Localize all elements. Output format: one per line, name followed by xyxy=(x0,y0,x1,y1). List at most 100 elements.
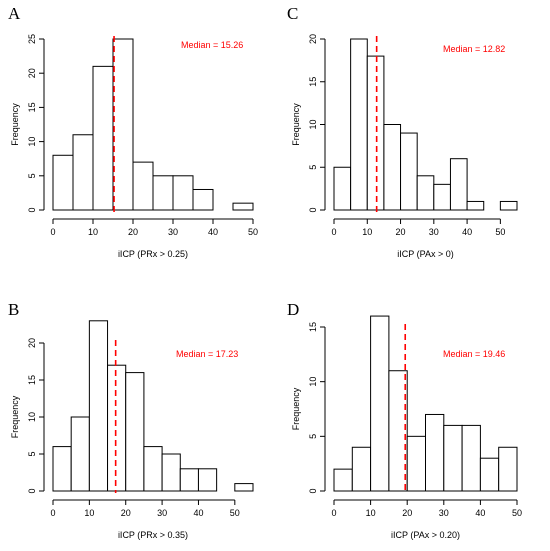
histogram-bar xyxy=(52,154,74,211)
x-tick-label: 40 xyxy=(208,227,218,237)
x-tick-label: 40 xyxy=(475,508,485,518)
x-axis-label: iICP (PAx > 0.20) xyxy=(391,530,460,540)
x-tick-label: 0 xyxy=(50,227,55,237)
x-tick-label: 50 xyxy=(230,508,240,518)
histogram-bar xyxy=(351,446,372,492)
x-tick-label: 10 xyxy=(366,508,376,518)
histogram-bar xyxy=(112,38,134,211)
histogram-bar xyxy=(416,175,435,211)
histogram-bar xyxy=(234,483,254,492)
x-tick-label: 50 xyxy=(248,227,258,237)
panel-a: 0 5 10 15 20 25 0 10 20 30 40 50 iICP (PRx > 0.25) Fr… xyxy=(10,34,258,259)
histogram-bar xyxy=(388,370,408,492)
panel-c: 0 5 10 15 20 0 10 20 30 40 50 iICP (PAx > 0) Frequen… xyxy=(291,34,518,259)
x-axis-label: iICP (PAx > 0) xyxy=(397,249,453,259)
histogram-bar xyxy=(443,424,463,492)
histogram-bar xyxy=(461,424,481,492)
x-axis-label: iICP (PRx > 0.25) xyxy=(118,249,188,259)
panel-letter-a: A xyxy=(8,4,21,23)
histogram-bar xyxy=(350,38,368,211)
x-tick-label: 40 xyxy=(193,508,203,518)
histogram-bar xyxy=(52,446,72,492)
y-tick-label: 5 xyxy=(27,451,37,456)
y-axis-label: Frequency xyxy=(291,387,301,430)
y-tick-label: 5 xyxy=(27,173,37,178)
histogram-bar xyxy=(370,315,390,492)
y-tick-label: 10 xyxy=(27,412,37,422)
panel-b: 0 5 10 15 20 0 10 20 30 40 50 iICP (PRx > 0.35) Freq… xyxy=(10,320,254,540)
histogram-bar xyxy=(88,320,109,492)
histogram-bar xyxy=(400,132,418,211)
histogram-bar xyxy=(499,200,518,211)
y-tick-label: 0 xyxy=(308,488,318,493)
y-tick-label: 15 xyxy=(308,322,318,332)
x-tick-label: 20 xyxy=(396,227,406,237)
histogram-bar xyxy=(192,188,214,211)
histogram-bar xyxy=(425,413,445,492)
y-tick-label: 20 xyxy=(27,338,37,348)
median-annotation: Median = 19.46 xyxy=(443,349,505,359)
histogram-bar xyxy=(72,134,94,211)
histogram-bar xyxy=(70,416,90,492)
y-tick-label: 0 xyxy=(27,207,37,212)
histogram-bar xyxy=(197,468,218,492)
histogram-bar xyxy=(92,65,114,211)
panel-letter-d: D xyxy=(287,300,300,319)
histogram-bar xyxy=(125,372,145,492)
histogram-bar xyxy=(333,468,353,492)
panel-d: 0 5 10 15 0 10 20 30 40 50 iICP (PAx > 0.20) Freque… xyxy=(291,315,522,540)
x-axis-label: iICP (PRx > 0.35) xyxy=(118,530,188,540)
y-axis-label: Frequency xyxy=(10,103,20,146)
y-tick-label: 20 xyxy=(308,34,318,44)
y-tick-label: 5 xyxy=(308,165,318,170)
histogram-bar xyxy=(333,166,352,211)
histogram-bar xyxy=(161,453,181,492)
x-tick-label: 30 xyxy=(439,508,449,518)
histogram-bar xyxy=(107,364,127,492)
y-tick-label: 15 xyxy=(27,375,37,385)
panel-letter-b: B xyxy=(8,300,20,319)
median-annotation: Median = 17.23 xyxy=(176,349,238,359)
y-tick-label: 25 xyxy=(27,34,37,44)
x-tick-label: 10 xyxy=(84,508,94,518)
histogram-bar xyxy=(479,457,500,492)
y-tick-label: 20 xyxy=(27,68,37,78)
x-tick-label: 0 xyxy=(50,508,55,518)
median-annotation: Median = 15.26 xyxy=(181,40,243,50)
histogram-bar xyxy=(152,175,174,211)
x-tick-label: 10 xyxy=(88,227,98,237)
x-tick-label: 50 xyxy=(495,227,505,237)
histogram-bar xyxy=(143,446,163,492)
histogram-bar xyxy=(366,55,385,211)
x-tick-label: 0 xyxy=(331,508,336,518)
histogram-bar xyxy=(383,124,402,211)
histogram-bar xyxy=(449,158,468,211)
y-tick-label: 15 xyxy=(27,102,37,112)
x-tick-label: 40 xyxy=(462,227,472,237)
y-tick-label: 10 xyxy=(27,137,37,147)
y-axis-label: Frequency xyxy=(10,395,20,438)
histogram-bar xyxy=(433,183,451,211)
y-tick-label: 10 xyxy=(308,119,318,129)
histogram-bar xyxy=(179,468,199,492)
median-annotation: Median = 12.82 xyxy=(443,44,505,54)
x-tick-label: 30 xyxy=(168,227,178,237)
x-tick-label: 10 xyxy=(362,227,372,237)
x-tick-label: 20 xyxy=(402,508,412,518)
panel-letter-c: C xyxy=(287,4,299,23)
y-axis-label: Frequency xyxy=(291,103,301,146)
histogram-bar xyxy=(232,202,254,211)
y-tick-label: 0 xyxy=(308,207,318,212)
y-tick-label: 5 xyxy=(308,434,318,439)
x-tick-label: 20 xyxy=(128,227,138,237)
x-tick-label: 30 xyxy=(157,508,167,518)
x-tick-label: 50 xyxy=(512,508,522,518)
histogram-bar xyxy=(172,175,194,211)
histogram-bar xyxy=(132,161,154,211)
x-tick-label: 0 xyxy=(331,227,336,237)
y-tick-label: 15 xyxy=(308,77,318,87)
histogram-bar xyxy=(466,200,485,211)
y-tick-label: 0 xyxy=(27,488,37,493)
